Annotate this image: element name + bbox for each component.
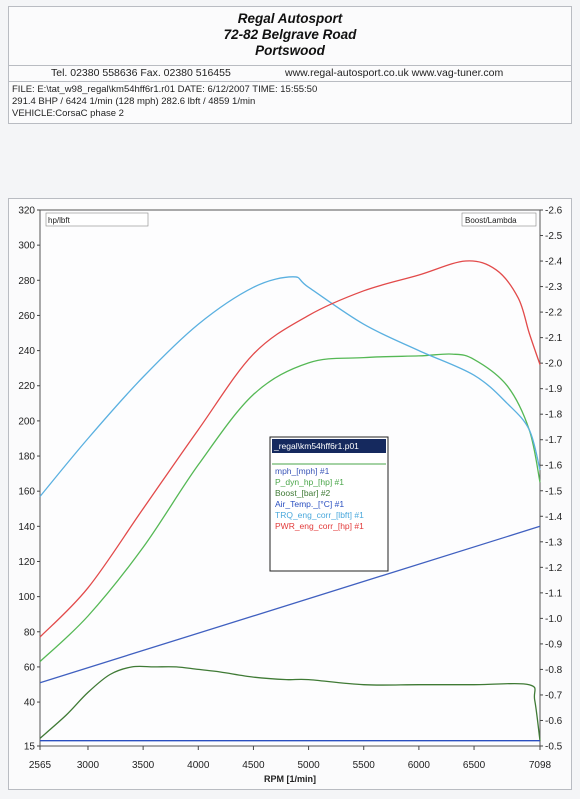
right-tick-label: -1.3 bbox=[545, 537, 563, 548]
x-tick-label: 5500 bbox=[353, 760, 376, 771]
right-tick-label: -1.1 bbox=[545, 588, 563, 599]
left-tick-label: 15 bbox=[24, 742, 36, 753]
left-tick-label: 280 bbox=[18, 276, 35, 287]
legend-box bbox=[269, 436, 389, 572]
company-name: Regal Autosport bbox=[237, 11, 343, 26]
right-tick-label: -1.0 bbox=[545, 614, 563, 625]
right-tick-label: -1.2 bbox=[545, 563, 563, 574]
left-tick-label: 80 bbox=[24, 627, 36, 638]
x-tick-label: 6500 bbox=[463, 760, 486, 771]
left-tick-label: 200 bbox=[18, 416, 35, 427]
dyn-hp-series-line bbox=[39, 353, 541, 663]
legend-entry: TRQ_eng_corr_[lbft] #1 bbox=[275, 510, 364, 520]
right-tick-label: -2.5 bbox=[545, 231, 563, 242]
contact-websites: www.regal-autosport.co.uk www.vag-tuner.… bbox=[285, 67, 504, 79]
file-info-line: FILE: E:\tat_w98_regal\km54hff6r1.r01 DA… bbox=[12, 84, 318, 95]
legend-entry: Air_Temp._[°C] #1 bbox=[275, 499, 344, 509]
power-series-line bbox=[39, 260, 541, 638]
x-tick-label: 7098 bbox=[529, 760, 552, 771]
x-tick-label: 3000 bbox=[77, 760, 100, 771]
right-tick-label: -2.4 bbox=[545, 257, 563, 268]
left-tick-label: 180 bbox=[18, 452, 35, 463]
left-tick-label: 240 bbox=[18, 346, 35, 357]
legend-entry: PWR_eng_corr_[hp] #1 bbox=[275, 521, 364, 531]
right-tick-label: -0.6 bbox=[545, 716, 563, 727]
x-axis-title: RPM [1/min] bbox=[264, 774, 316, 784]
right-axis-label-box bbox=[461, 212, 537, 227]
right-tick-label: -0.9 bbox=[545, 639, 563, 650]
x-tick-label: 2565 bbox=[29, 760, 52, 771]
mph-series-line bbox=[39, 525, 541, 684]
x-tick-label: 6000 bbox=[408, 760, 431, 771]
left-tick-label: 320 bbox=[18, 206, 35, 217]
right-tick-label: -0.5 bbox=[545, 742, 563, 753]
power-summary-line: 291.4 BHP / 6424 1/min (128 mph) 282.6 l… bbox=[12, 96, 256, 107]
x-tick-label: 4000 bbox=[187, 760, 210, 771]
left-tick-label: 220 bbox=[18, 381, 35, 392]
left-tick-label: 60 bbox=[24, 662, 36, 673]
right-tick-label: -2.6 bbox=[545, 206, 563, 217]
left-axis-label-box bbox=[45, 212, 149, 227]
report-header: Regal Autosport 72-82 Belgrave Road Port… bbox=[8, 6, 572, 66]
right-tick-label: -2.1 bbox=[545, 333, 563, 344]
right-tick-label: -0.8 bbox=[545, 665, 563, 676]
right-tick-label: -0.7 bbox=[545, 690, 563, 701]
right-tick-label: -1.9 bbox=[545, 384, 563, 395]
left-tick-label: 160 bbox=[18, 487, 35, 498]
right-tick-label: -2.2 bbox=[545, 308, 563, 319]
contact-phone-fax: Tel. 02380 558636 Fax. 02380 516455 bbox=[51, 67, 231, 79]
left-tick-label: 120 bbox=[18, 557, 35, 568]
vehicle-line: VEHICLE:CorsaC phase 2 bbox=[12, 108, 124, 119]
left-tick-label: 300 bbox=[18, 241, 35, 252]
left-tick-label: 140 bbox=[18, 522, 35, 533]
legend-entry: P_dyn_hp_[hp] #1 bbox=[275, 477, 344, 487]
right-tick-label: -1.6 bbox=[545, 461, 563, 472]
x-tick-label: 5000 bbox=[297, 760, 320, 771]
right-tick-label: -1.7 bbox=[545, 435, 563, 446]
legend-title-bar bbox=[272, 439, 386, 453]
right-tick-label: -2.0 bbox=[545, 359, 563, 370]
right-tick-label: -1.4 bbox=[545, 512, 563, 523]
right-tick-label: -1.5 bbox=[545, 486, 563, 497]
x-tick-label: 4500 bbox=[242, 760, 265, 771]
torque-series-line bbox=[39, 276, 541, 497]
legend-entry: Boost_[bar] #2 bbox=[275, 488, 331, 498]
run-info: FILE: E:\tat_w98_regal\km54hff6r1.r01 DA… bbox=[8, 82, 572, 124]
boost-series-line bbox=[39, 665, 541, 741]
legend-title: _regal\km54hff6r1.p01 bbox=[273, 441, 359, 451]
left-tick-label: 100 bbox=[18, 592, 35, 603]
right-tick-label: -2.3 bbox=[545, 282, 563, 293]
company-address-area: Portswood bbox=[255, 43, 325, 58]
left-tick-label: 40 bbox=[24, 698, 36, 709]
left-tick-label: 260 bbox=[18, 311, 35, 322]
left-axis-label: hp/lbft bbox=[48, 216, 71, 225]
legend-entry: mph_[mph] #1 bbox=[275, 466, 330, 476]
x-tick-label: 3500 bbox=[132, 760, 155, 771]
right-tick-label: -1.8 bbox=[545, 410, 563, 421]
right-axis-label: Boost/Lambda bbox=[465, 216, 517, 225]
company-address-street: 72-82 Belgrave Road bbox=[223, 27, 357, 42]
contact-bar: Tel. 02380 558636 Fax. 02380 516455 www.… bbox=[8, 66, 572, 82]
